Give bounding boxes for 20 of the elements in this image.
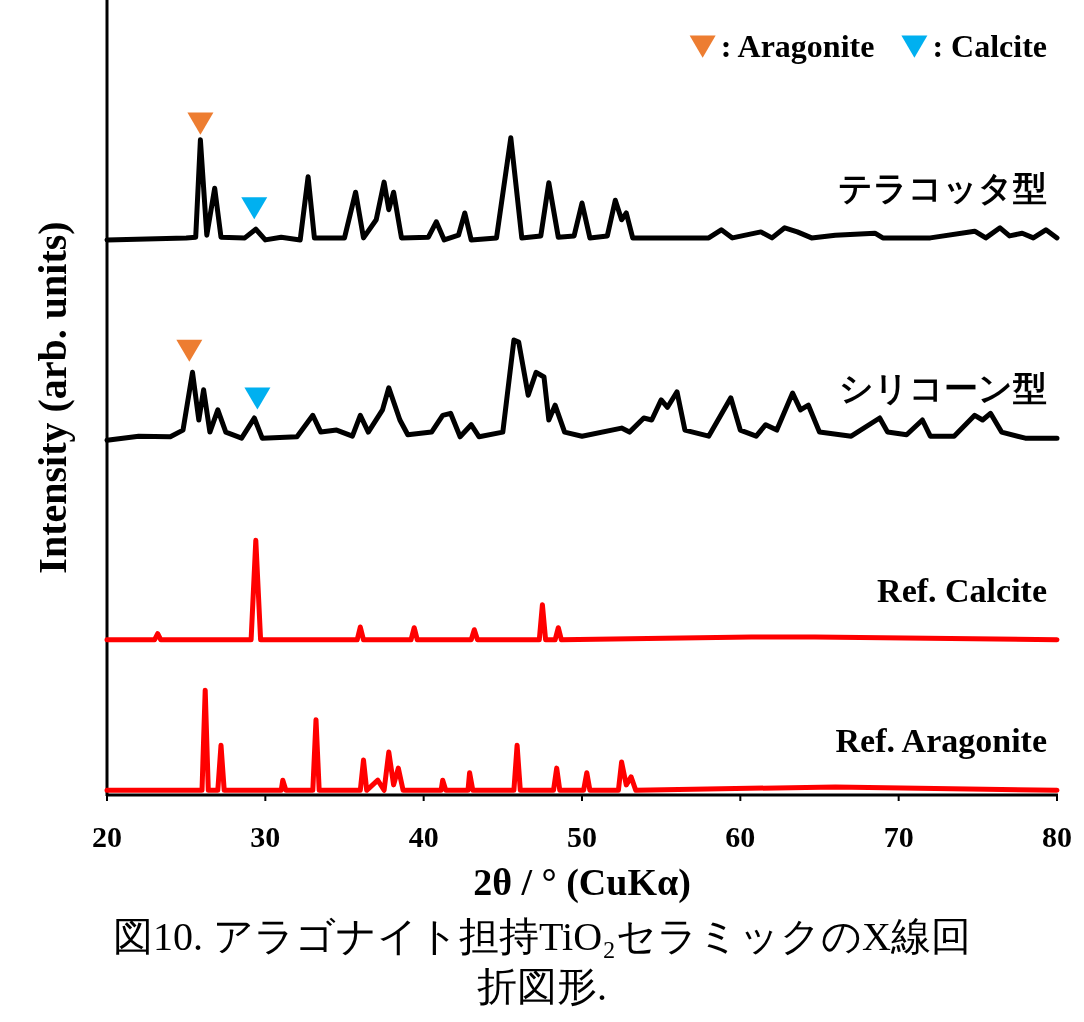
x-tick-label: 30 [250, 820, 281, 853]
point [187, 112, 214, 135]
point [176, 339, 203, 362]
caption: 図10. アラゴナイト担持TiO₂セラミックのX線回折図形. [112, 913, 972, 1011]
x-tick-label: 20 [92, 820, 122, 853]
series-label: Ref. Aragonite [835, 722, 1047, 760]
series-label: Ref. Calcite [877, 571, 1047, 609]
point [244, 387, 271, 410]
x-tick-label: 60 [725, 820, 756, 853]
x-tick-label: 50 [567, 820, 597, 853]
legend-label: : Aragonite [720, 28, 875, 64]
legend-label: : Calcite [932, 28, 1047, 64]
series-label: テラコッタ型 [838, 169, 1047, 207]
x-tick-label: 70 [883, 820, 914, 853]
series-label: シリコーン型 [839, 370, 1047, 408]
x-axis-title: 2θ / ° (CuKα) [473, 861, 691, 904]
x-tick-label: 40 [408, 820, 439, 853]
y-axis-title: Intensity (arb. units) [30, 221, 75, 574]
point [241, 197, 268, 220]
x-tick-label: 80 [1042, 820, 1072, 853]
